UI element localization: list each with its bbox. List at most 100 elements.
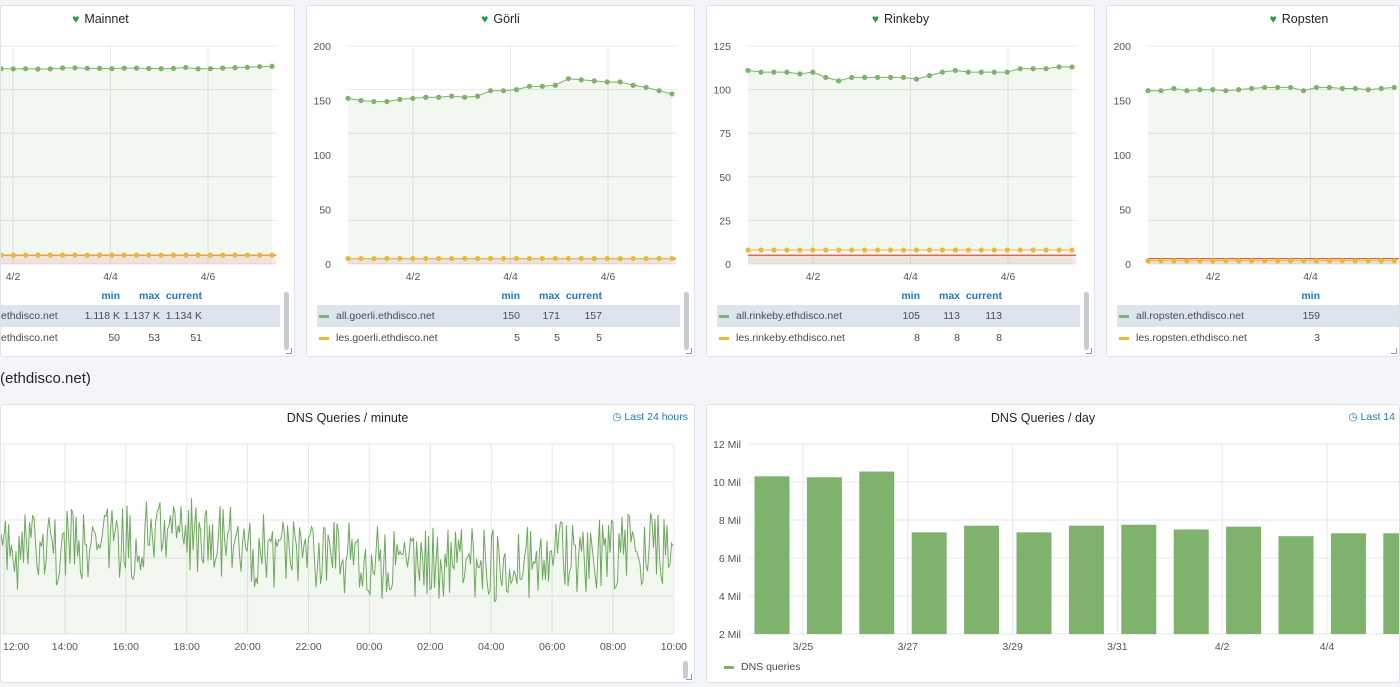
time-range-info[interactable]: ◷ Last 14 bbox=[1348, 411, 1395, 423]
resize-handle[interactable] bbox=[1391, 348, 1397, 354]
data-point-all bbox=[862, 74, 868, 80]
legend-item[interactable]: DNS queries bbox=[722, 661, 801, 673]
legend-header-min[interactable]: min bbox=[501, 290, 520, 302]
resize-handle[interactable] bbox=[286, 348, 292, 354]
legend-row[interactable]: ethdisco.net 1.118 K 1.137 K 1.134 K bbox=[1, 305, 280, 327]
legend-header-max[interactable]: max bbox=[538, 290, 560, 302]
data-point-all bbox=[59, 65, 66, 71]
data-point-les bbox=[656, 255, 662, 262]
legend-header-min[interactable]: min bbox=[1301, 290, 1320, 302]
data-point-les bbox=[1004, 247, 1010, 253]
scrollbar[interactable] bbox=[683, 661, 688, 679]
legend-current: 1.134 K bbox=[165, 310, 202, 322]
legend-header-current[interactable]: current bbox=[165, 290, 202, 302]
series-area-all bbox=[348, 78, 672, 264]
data-point-les bbox=[109, 252, 115, 258]
legend-series-name: ethdisco.net bbox=[1, 332, 58, 344]
data-point-all bbox=[475, 93, 481, 99]
legend-min: 150 bbox=[502, 310, 520, 322]
data-point-les bbox=[10, 252, 16, 258]
resize-handle[interactable] bbox=[686, 348, 692, 354]
x-tick-label: 4/4 bbox=[103, 271, 118, 283]
data-point-all bbox=[758, 69, 764, 75]
legend-scrollbar[interactable] bbox=[684, 292, 689, 350]
data-point-all bbox=[269, 63, 275, 69]
data-point-les bbox=[269, 252, 275, 258]
legend-min: 159 bbox=[1302, 310, 1320, 322]
data-point-all bbox=[900, 74, 907, 80]
legend-max: 171 bbox=[542, 310, 560, 322]
resize-handle[interactable] bbox=[1086, 348, 1092, 354]
status-chart: 0 25 50 75 100 125 4/2 4/4 4/6 bbox=[713, 41, 1076, 283]
data-point-les bbox=[565, 255, 571, 262]
legend-row[interactable]: les.goerli.ethdisco.net 5 5 5 bbox=[317, 327, 680, 349]
legend-row[interactable]: all.ropsten.ethdisco.net 159 bbox=[1117, 305, 1399, 327]
y-tick-label: 200 bbox=[1113, 41, 1131, 53]
legend-scrollbar[interactable] bbox=[284, 292, 289, 350]
data-point-les bbox=[96, 252, 103, 258]
data-point-all bbox=[133, 65, 140, 71]
data-point-les bbox=[1275, 258, 1281, 264]
legend-row[interactable]: les.rinkeby.ethdisco.net 8 8 8 bbox=[717, 327, 1080, 349]
data-point-les bbox=[1210, 258, 1216, 264]
data-point-les bbox=[991, 247, 997, 253]
data-point-les bbox=[887, 247, 894, 253]
resize-handle[interactable] bbox=[686, 674, 692, 680]
status-panel-mainnet: ♥ Mainnet 4/2 4/4 4/6 min max current ethdisco.… bbox=[0, 5, 295, 357]
x-tick-label: 02:00 bbox=[417, 641, 443, 653]
data-point-les bbox=[475, 255, 481, 262]
panel-title: ♥ Görli bbox=[481, 12, 520, 26]
data-point-les bbox=[526, 255, 533, 262]
x-tick-label: 4/6 bbox=[1001, 271, 1016, 283]
time-range-info[interactable]: ◷ Last 24 hours bbox=[612, 411, 688, 423]
series-area-all bbox=[1, 66, 272, 264]
legend-row[interactable]: all.rinkeby.ethdisco.net 105 113 113 bbox=[717, 305, 1080, 327]
data-point-les bbox=[849, 247, 855, 253]
legend-max: 53 bbox=[148, 332, 160, 344]
status-panel-rinkeby: ♥ Rinkeby 0 25 50 75 100 125 4/2 4/4 4/6 min max cur… bbox=[706, 5, 1095, 357]
data-point-les bbox=[35, 252, 41, 258]
data-point-all bbox=[1158, 88, 1164, 94]
data-point-all bbox=[965, 69, 971, 75]
data-point-all bbox=[244, 64, 250, 70]
data-point-les bbox=[513, 255, 520, 262]
legend-scrollbar[interactable] bbox=[1084, 292, 1089, 350]
data-point-les bbox=[1262, 258, 1268, 264]
legend-row[interactable]: ethdisco.net 50 53 51 bbox=[1, 327, 280, 349]
legend-header-current[interactable]: current bbox=[565, 290, 602, 302]
series-line-dns-queries bbox=[1, 498, 674, 603]
y-tick-label: 12 Mil bbox=[713, 439, 741, 451]
panel-title: ♥ Ropsten bbox=[1269, 12, 1329, 26]
data-point-les bbox=[84, 252, 90, 258]
legend-header-min[interactable]: min bbox=[101, 290, 120, 302]
data-point-les bbox=[170, 252, 177, 258]
data-point-all bbox=[487, 88, 494, 94]
threshold-area bbox=[1148, 258, 1399, 264]
data-point-all bbox=[423, 94, 429, 100]
legend-swatch bbox=[719, 314, 729, 318]
legend-header-max[interactable]: max bbox=[138, 290, 160, 302]
data-point-all bbox=[1145, 88, 1151, 94]
data-point-les bbox=[1043, 247, 1049, 253]
data-point-all bbox=[47, 66, 53, 72]
legend-current: 8 bbox=[996, 332, 1002, 344]
legend-series-name: all.ropsten.ethdisco.net bbox=[1136, 310, 1244, 322]
data-point-all bbox=[1339, 85, 1345, 92]
data-point-les bbox=[487, 255, 494, 262]
legend-current: 5 bbox=[596, 332, 602, 344]
data-point-all bbox=[1, 66, 4, 72]
x-tick-label: 22:00 bbox=[295, 641, 321, 653]
data-point-all bbox=[35, 66, 41, 72]
legend-row[interactable]: all.goerli.ethdisco.net 150 171 157 bbox=[317, 305, 680, 327]
legend-header-min[interactable]: min bbox=[901, 290, 920, 302]
legend-row[interactable]: les.ropsten.ethdisco.net 3 bbox=[1117, 327, 1399, 349]
data-point-all bbox=[887, 74, 894, 80]
panel-title: ♥ Rinkeby bbox=[871, 12, 930, 26]
data-point-les bbox=[913, 247, 920, 253]
y-tick-label: 25 bbox=[719, 215, 731, 227]
legend-header-max[interactable]: max bbox=[938, 290, 960, 302]
status-panel-görli: ♥ Görli 0 50 100 150 200 4/2 4/4 4/6 min max curren… bbox=[306, 5, 695, 357]
data-point-all bbox=[109, 66, 115, 72]
legend-header-current[interactable]: current bbox=[965, 290, 1002, 302]
legend-swatch bbox=[319, 336, 329, 340]
